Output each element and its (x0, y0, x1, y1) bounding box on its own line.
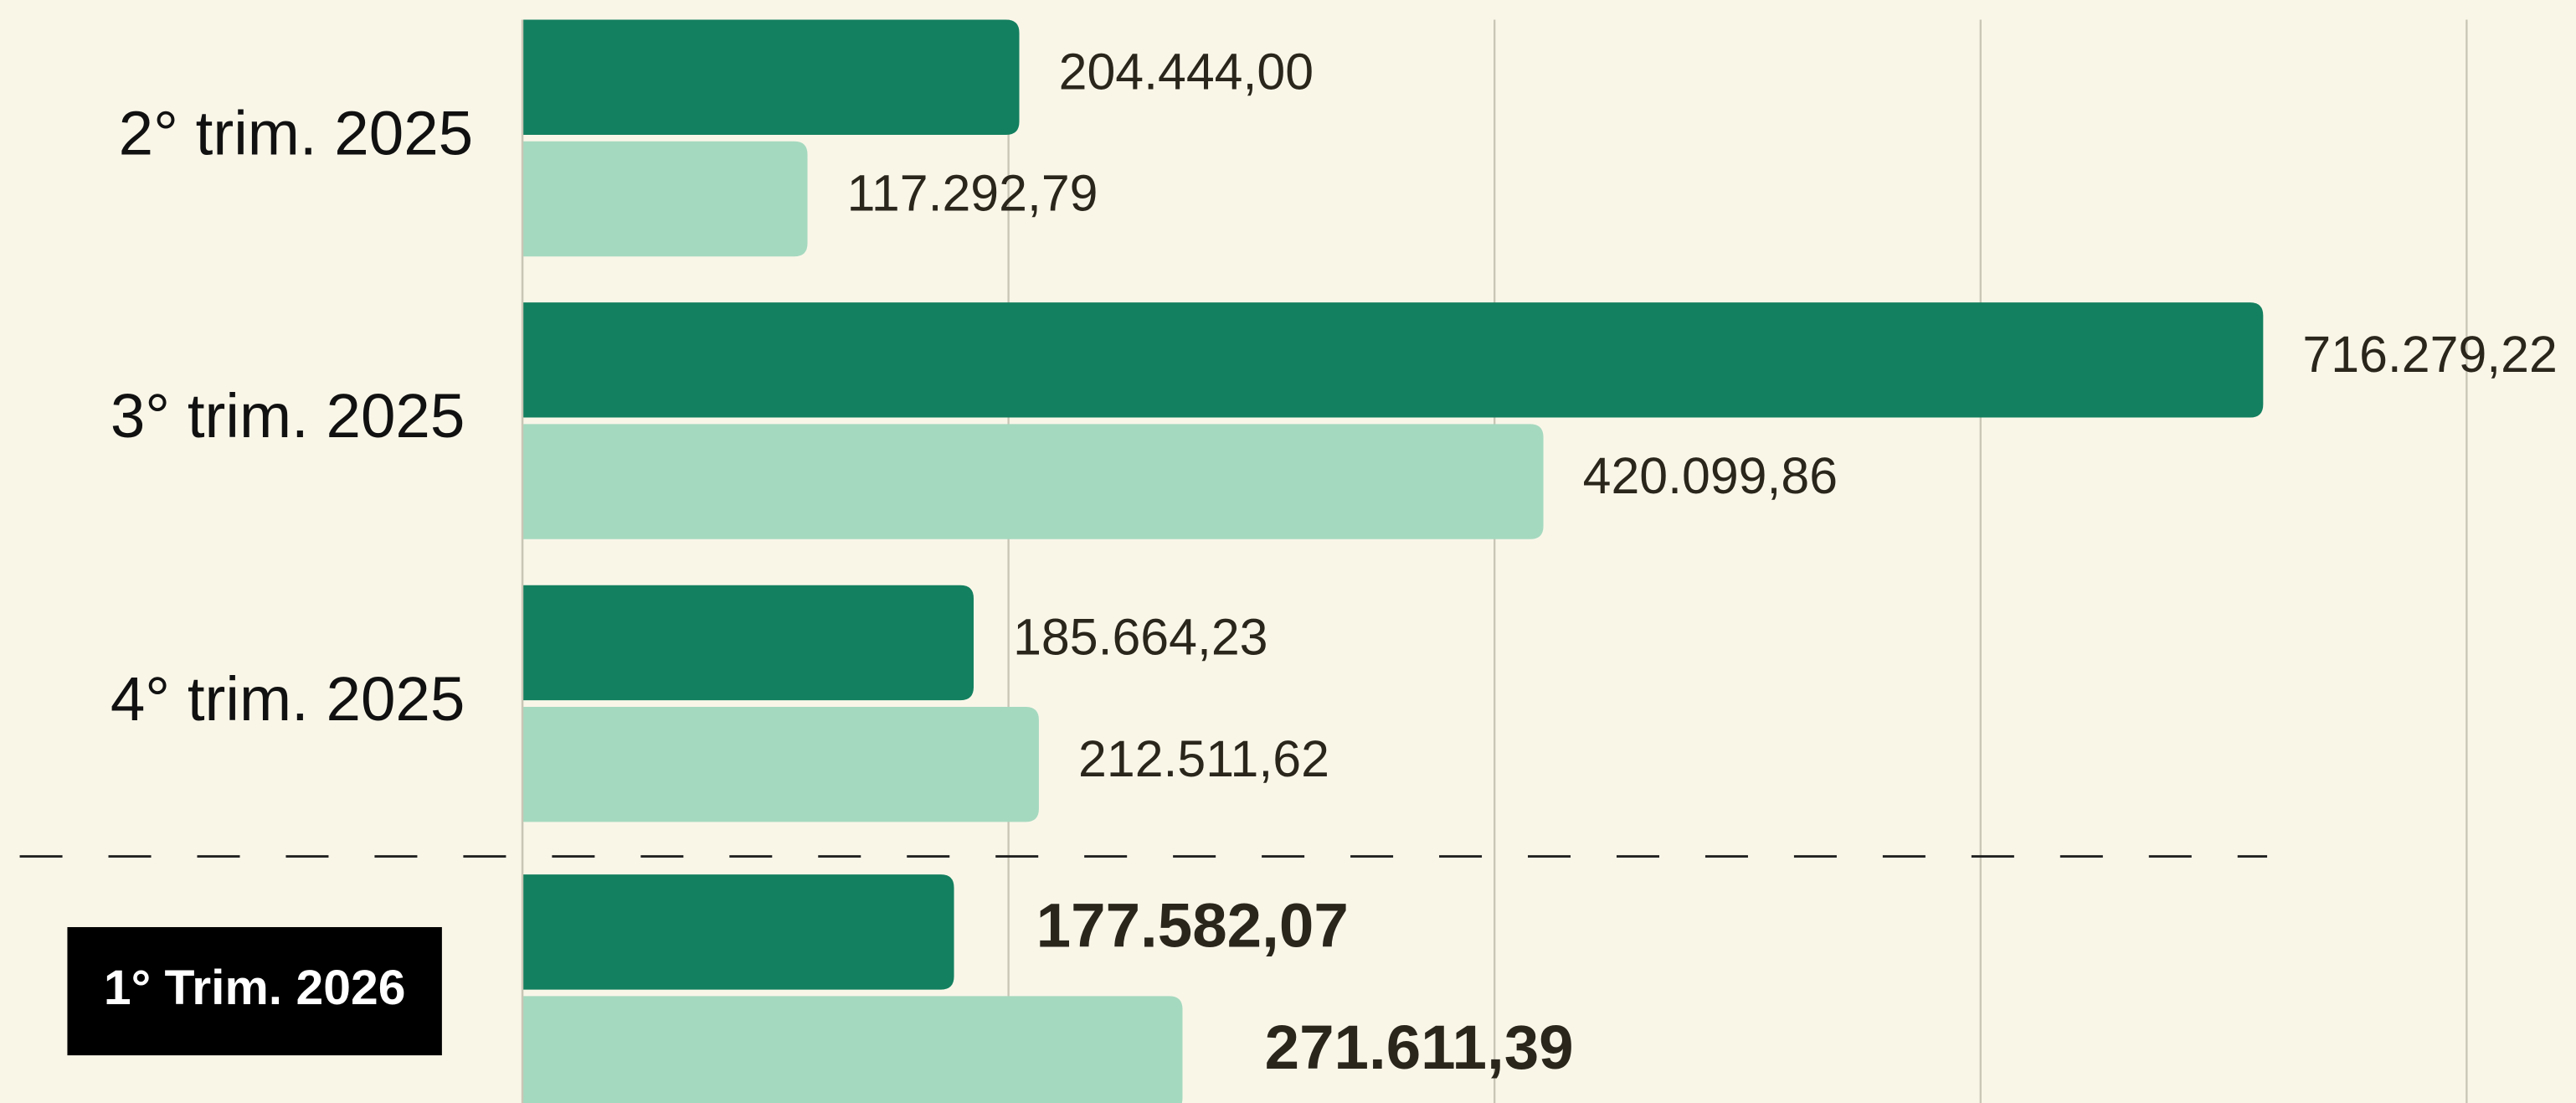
bar (522, 706, 1039, 822)
bar (522, 996, 1183, 1103)
value-label: 271.611,39 (1265, 1012, 1574, 1082)
value-label: 185.664,23 (1013, 609, 1267, 666)
value-label: 204.444,00 (1059, 43, 1314, 100)
value-label: 177.582,07 (1036, 890, 1349, 961)
y-tick-label: 4° trim. 2025 (111, 663, 465, 734)
bar (522, 141, 808, 257)
y-tick-label: 1° Trim. 2026 (104, 961, 406, 1015)
y-tick-label: 3° trim. 2025 (111, 380, 465, 451)
value-label: 117.292,79 (847, 165, 1098, 222)
value-label: 716.279,22 (2302, 326, 2557, 383)
y-tick-label: 2° trim. 2025 (119, 98, 473, 168)
value-label: 420.099,86 (1583, 447, 1838, 504)
value-label: 212.511,62 (1078, 730, 1329, 787)
bar (522, 424, 1544, 539)
bar (522, 19, 1020, 135)
bar (522, 585, 974, 701)
bar (522, 874, 954, 990)
bar (522, 302, 2264, 418)
category-highlight (67, 926, 442, 1056)
